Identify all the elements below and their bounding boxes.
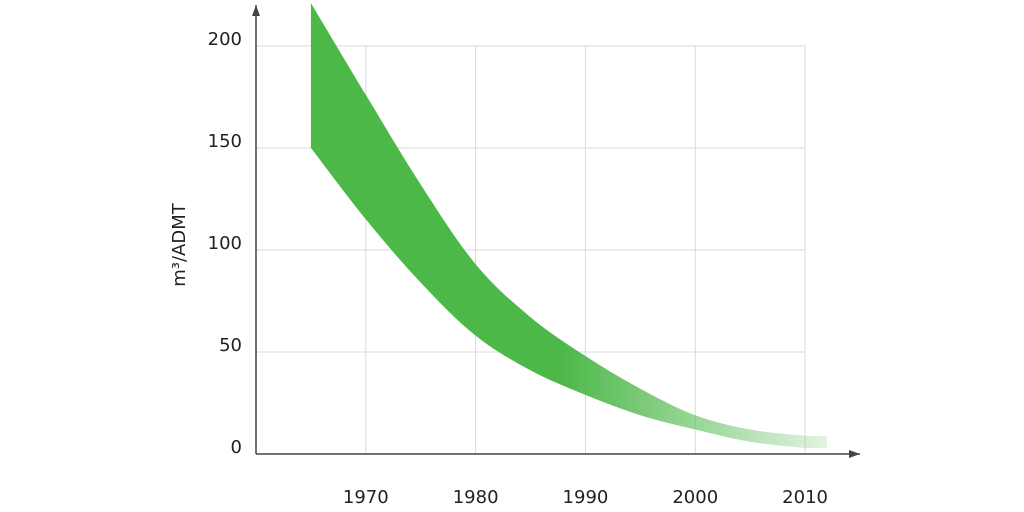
y-axis-arrow xyxy=(252,5,260,16)
y-tick-label: 150 xyxy=(208,131,242,152)
range-band xyxy=(310,2,828,449)
y-tick-label: 0 xyxy=(231,437,242,458)
x-tick-label: 2010 xyxy=(782,487,828,508)
x-axis-arrow xyxy=(849,450,860,458)
y-tick-label: 100 xyxy=(208,233,242,254)
y-tick-label: 50 xyxy=(219,335,242,356)
x-tick-label: 1970 xyxy=(343,487,389,508)
y-tick-label: 200 xyxy=(208,29,242,50)
y-axis-label: m³/ADMT xyxy=(169,202,190,287)
x-tick-label: 2000 xyxy=(672,487,718,508)
x-tick-label: 1980 xyxy=(453,487,499,508)
x-tick-label: 1990 xyxy=(563,487,609,508)
